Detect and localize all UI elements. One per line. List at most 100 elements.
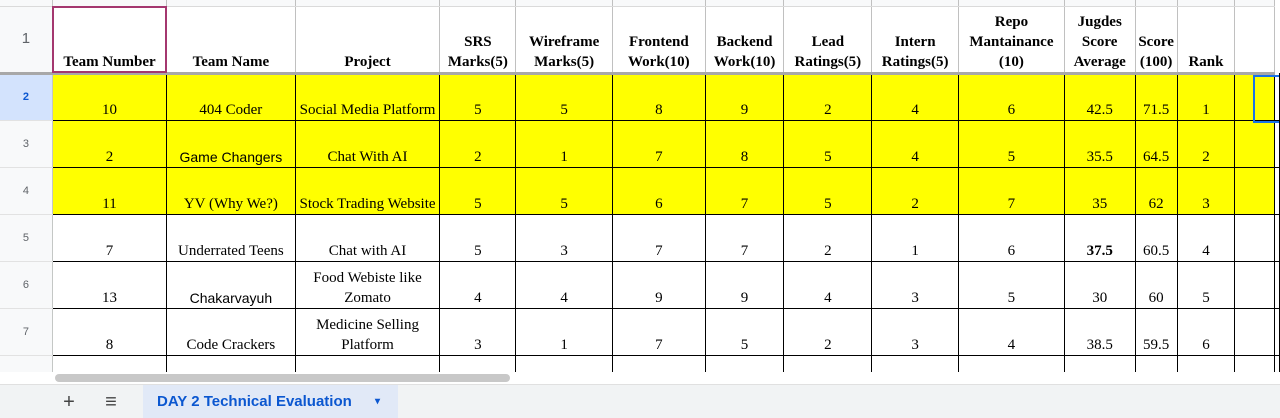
table-cell[interactable]: 3	[439, 308, 517, 356]
table-cell[interactable]: 6	[958, 214, 1065, 262]
table-cell[interactable]: 5	[439, 73, 517, 121]
table-cell[interactable]: 5	[52, 355, 168, 372]
table-cell[interactable]: 35	[1064, 167, 1136, 215]
table-cell[interactable]: 42.5	[1064, 73, 1136, 121]
table-cell[interactable]: 2	[1177, 120, 1236, 168]
table-cell[interactable]: 1	[515, 120, 613, 168]
table-cell[interactable]: 4	[439, 261, 517, 309]
table-cell[interactable]: 7	[705, 214, 785, 262]
table-cell[interactable]: 64.5	[1135, 120, 1178, 168]
row-number[interactable]: 2	[0, 73, 53, 121]
empty-cell[interactable]	[1234, 167, 1275, 215]
row-number[interactable]: 4	[0, 167, 53, 215]
table-cell[interactable]: 38.5	[1064, 308, 1136, 356]
table-cell[interactable]: 6	[958, 355, 1065, 372]
table-cell[interactable]: Food Webiste like Zomato	[295, 261, 441, 309]
table-cell[interactable]: 3	[1177, 167, 1236, 215]
table-cell[interactable]: 2	[871, 167, 960, 215]
table-cell[interactable]: 8	[52, 308, 168, 356]
table-cell[interactable]: 5	[705, 308, 785, 356]
table-cell[interactable]: 2	[783, 214, 873, 262]
table-cell[interactable]: 9	[612, 261, 706, 309]
empty-cell[interactable]	[1234, 308, 1275, 356]
table-cell[interactable]: 1	[1177, 73, 1236, 121]
table-cell[interactable]: 8	[612, 73, 706, 121]
header-cell-backend[interactable]: Backend Work(10)	[705, 6, 785, 75]
empty-cell[interactable]	[1274, 355, 1280, 372]
table-cell[interactable]: 7	[705, 167, 785, 215]
table-cell[interactable]: 7	[612, 120, 706, 168]
table-cell[interactable]: Underrated Teens	[166, 214, 296, 262]
table-cell[interactable]: Medicine Selling Platform	[295, 308, 441, 356]
header-cell-lead[interactable]: Lead Ratings(5)	[783, 6, 873, 75]
table-cell[interactable]: 4	[439, 355, 517, 372]
empty-cell[interactable]	[1274, 73, 1280, 121]
table-cell[interactable]: 5	[515, 167, 613, 215]
table-cell[interactable]: 2	[783, 73, 873, 121]
empty-cell[interactable]	[1274, 261, 1280, 309]
table-cell[interactable]: Social Media Platform	[295, 73, 441, 121]
header-cell-repo[interactable]: Repo Mantainance (10)	[958, 6, 1065, 75]
empty-cell[interactable]	[1234, 6, 1275, 75]
table-cell[interactable]: 5	[439, 167, 517, 215]
table-cell[interactable]: 7	[612, 214, 706, 262]
table-cell[interactable]: 5	[515, 73, 613, 121]
table-cell[interactable]: 10	[52, 73, 168, 121]
table-cell[interactable]: Chat with AI	[295, 214, 441, 262]
table-cell[interactable]: 7	[52, 214, 168, 262]
header-cell-srs[interactable]: SRS Marks(5)	[439, 6, 517, 75]
header-cell-intern[interactable]: Intern Ratings(5)	[871, 6, 960, 75]
empty-cell[interactable]	[1274, 214, 1280, 262]
table-cell[interactable]: 28.5	[1064, 355, 1136, 372]
empty-cell[interactable]	[1274, 167, 1280, 215]
table-cell[interactable]: 4	[871, 355, 960, 372]
table-cell[interactable]: 3	[871, 308, 960, 356]
table-cell[interactable]: 4	[958, 308, 1065, 356]
table-cell[interactable]: HerCare Coders	[166, 355, 296, 372]
header-cell-frontend[interactable]: Frontend Work(10)	[612, 6, 706, 75]
table-cell[interactable]: 4	[515, 261, 613, 309]
table-cell[interactable]: 6	[958, 73, 1065, 121]
table-cell[interactable]: 8	[705, 355, 785, 372]
table-cell[interactable]: 9	[705, 73, 785, 121]
table-cell[interactable]: 4	[1177, 214, 1236, 262]
table-cell[interactable]: 60.5	[1135, 214, 1178, 262]
table-cell[interactable]: 5	[783, 120, 873, 168]
empty-cell[interactable]	[1234, 214, 1275, 262]
table-cell[interactable]: Code Crackers	[166, 308, 296, 356]
table-cell[interactable]: 7	[1177, 355, 1236, 372]
table-cell[interactable]: 2	[439, 120, 517, 168]
row-number[interactable]: 6	[0, 261, 53, 309]
table-cell[interactable]: 6	[1177, 308, 1236, 356]
header-cell-judges[interactable]: Jugdes Score Average	[1064, 6, 1136, 75]
table-cell[interactable]: 1	[871, 214, 960, 262]
table-cell[interactable]: 8	[705, 120, 785, 168]
table-cell[interactable]: Game Changers	[166, 120, 296, 168]
header-cell-rank[interactable]: Rank	[1177, 6, 1236, 75]
table-cell[interactable]: 4	[783, 355, 873, 372]
row-number[interactable]: 3	[0, 120, 53, 168]
table-cell[interactable]: 6	[612, 355, 706, 372]
table-cell[interactable]: 4	[871, 73, 960, 121]
header-cell-team-number[interactable]: Team Number	[52, 6, 168, 75]
table-cell[interactable]: 2	[52, 120, 168, 168]
table-cell[interactable]: 56.5	[1135, 355, 1178, 372]
table-cell[interactable]: 60	[1135, 261, 1178, 309]
empty-cell[interactable]	[1234, 355, 1275, 372]
table-cell[interactable]: 5	[439, 214, 517, 262]
empty-cell[interactable]	[1234, 261, 1275, 309]
table-cell[interactable]: 5	[958, 120, 1065, 168]
table-cell[interactable]: 6	[612, 167, 706, 215]
row-number[interactable]: 7	[0, 308, 53, 356]
table-cell[interactable]: 30	[1064, 261, 1136, 309]
table-cell[interactable]: 5	[958, 261, 1065, 309]
table-cell[interactable]: 9	[705, 261, 785, 309]
table-cell[interactable]: 71.5	[1135, 73, 1178, 121]
header-cell-team-name[interactable]: Team Name	[166, 6, 296, 75]
table-cell[interactable]: Chakarvayuh	[166, 261, 296, 309]
table-cell[interactable]: 37.5	[1064, 214, 1136, 262]
table-cell[interactable]: 3	[871, 261, 960, 309]
header-cell-wireframe[interactable]: Wireframe Marks(5)	[515, 6, 613, 75]
table-cell[interactable]: 13	[52, 261, 168, 309]
sheet-tab-day2[interactable]: DAY 2 Technical Evaluation ▾	[143, 385, 398, 418]
